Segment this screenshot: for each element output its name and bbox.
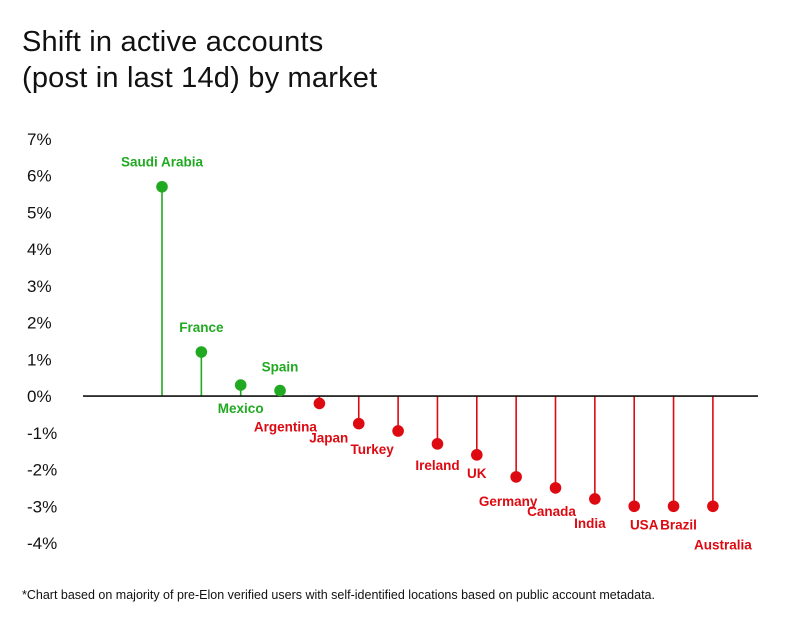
y-tick-label: -2% [27, 461, 57, 480]
lollipop-stems [161, 186, 714, 507]
y-tick-label: -4% [27, 534, 57, 553]
footnote: *Chart based on majority of pre-Elon ver… [22, 588, 655, 602]
label-usa: USA [630, 517, 659, 532]
point-turkey [392, 425, 404, 437]
label-germany: Germany [479, 494, 538, 509]
lollipop-points [156, 180, 719, 513]
label-japan: Japan [309, 431, 348, 446]
point-mexico [234, 379, 247, 391]
y-tick-label: 6% [27, 167, 52, 186]
label-mexico: Mexico [218, 401, 264, 416]
y-tick-label: 5% [27, 203, 52, 222]
point-canada [549, 482, 562, 494]
label-uk: UK [467, 466, 487, 481]
y-tick-label: 3% [27, 277, 52, 296]
label-brazil: Brazil [660, 517, 697, 532]
point-france [195, 346, 208, 358]
point-japan [352, 417, 365, 430]
category-labels: Saudi Arabia France Mexico Spain ArgentinaJa… [121, 155, 752, 553]
label-spain: Spain [262, 360, 299, 375]
label-canada: Canada [527, 504, 576, 519]
point-uk [471, 449, 483, 461]
point-saudi-arabia [156, 180, 168, 193]
point-brazil [667, 500, 680, 513]
label-saudi-arabia: Saudi Arabia [121, 155, 204, 170]
point-spain [274, 384, 286, 397]
point-india [589, 493, 601, 505]
label-turkey: Turkey [350, 442, 394, 457]
y-tick-label: 2% [27, 314, 52, 333]
chart-subtitle: (post in last 14d) by market [22, 62, 378, 94]
label-india: India [574, 516, 606, 531]
y-tick-label: 7% [27, 130, 52, 149]
y-tick-label: -3% [27, 497, 57, 516]
label-ireland: Ireland [415, 458, 459, 473]
y-tick-label: -1% [27, 424, 57, 443]
y-tick-label: 4% [27, 240, 52, 259]
y-tick-label: 1% [27, 350, 52, 369]
point-usa [628, 500, 640, 513]
label-argentina: Argentina [254, 419, 317, 434]
point-germany [510, 471, 522, 483]
label-australia: Australia [694, 537, 752, 552]
chart-title: Shift in active accounts [22, 26, 324, 58]
point-argentina [313, 397, 326, 410]
y-axis-ticks: 7% 6% 5% 4% 3% 2% 1% 0% -1% -2% -3% -4% [27, 130, 57, 553]
point-ireland [431, 438, 444, 450]
label-france: France [179, 320, 224, 335]
y-tick-label: 0% [27, 387, 52, 406]
point-australia [707, 500, 719, 513]
